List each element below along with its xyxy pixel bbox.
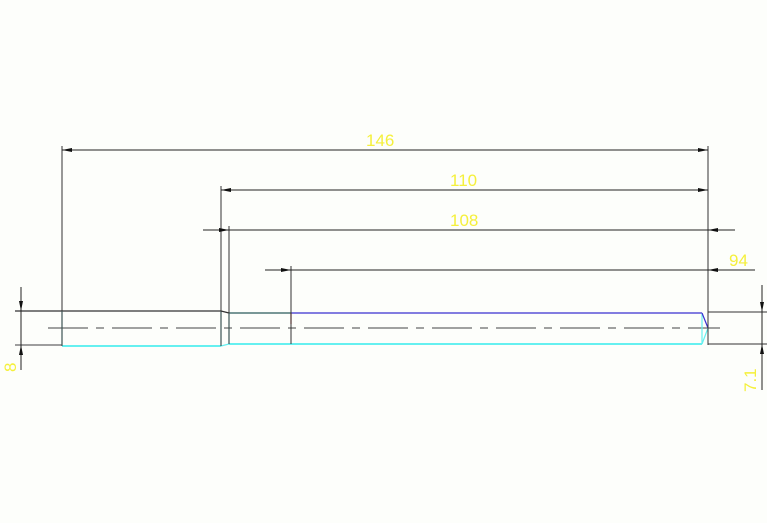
dim-108-text: 108 <box>450 211 478 230</box>
dim-146-text: 146 <box>366 131 394 150</box>
dim-110-text: 110 <box>450 171 477 190</box>
dim-8-text: 8 <box>1 363 20 372</box>
dimension-lines <box>19 148 764 390</box>
extension-lines <box>61 146 767 346</box>
dim-7.1-text: 7.1 <box>741 368 760 392</box>
dim-94-text: 94 <box>729 251 748 270</box>
